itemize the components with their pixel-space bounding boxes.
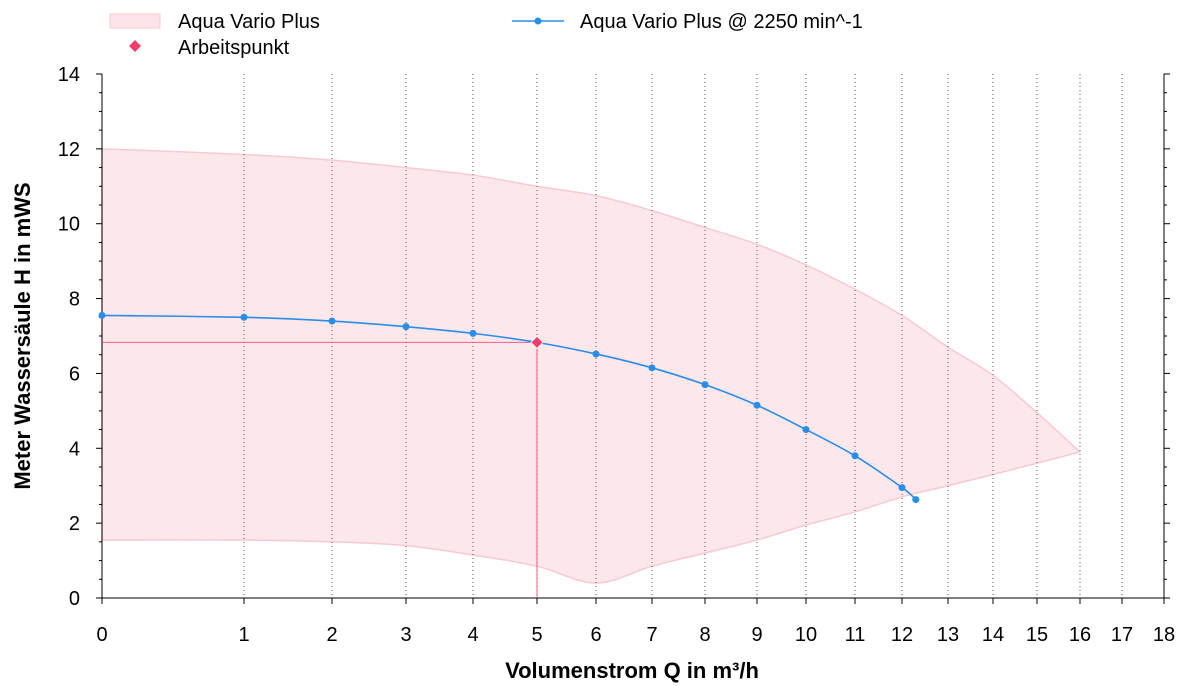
x-tick-label-9: 9 <box>751 624 762 646</box>
x-tick-label-2: 2 <box>326 624 337 646</box>
x-tick-label-1: 1 <box>238 624 249 646</box>
operating-point-marker <box>530 335 544 349</box>
pump-curve-point <box>469 329 477 337</box>
y-tick-label-8: 8 <box>69 289 80 311</box>
x-axis-title: Volumenstrom Q in m³/h <box>505 658 759 683</box>
x-tick-label-5: 5 <box>531 624 542 646</box>
legend-swatch-marker <box>129 40 141 52</box>
x-tick-label-17: 17 <box>1111 624 1133 646</box>
x-tick-label-3: 3 <box>400 624 411 646</box>
x-tick-label-14: 14 <box>982 624 1004 646</box>
x-tick-label-8: 8 <box>699 624 710 646</box>
legend-swatch-band <box>109 13 161 29</box>
pump-curve-point <box>851 452 859 460</box>
pump-curve-point <box>98 311 106 319</box>
pump-curve-point <box>753 401 761 409</box>
legend-label-operating-point: Arbeitspunkt <box>178 37 290 59</box>
y-axis-title: Meter Wassersäule H in mWS <box>10 182 35 489</box>
x-tick-label-6: 6 <box>590 624 601 646</box>
legend: Aqua Vario Plus Aqua Vario Plus @ 2250 mi… <box>109 11 863 59</box>
x-tick-label-0: 0 <box>96 624 107 646</box>
pump-curve-point <box>328 317 336 325</box>
x-tick-label-4: 4 <box>467 624 478 646</box>
x-tick-label-16: 16 <box>1069 624 1091 646</box>
pump-curve-point <box>802 426 810 434</box>
operating-point-reference-lines <box>102 341 538 598</box>
pump-curve-point <box>240 313 248 321</box>
y-tick-label-12: 12 <box>58 139 80 161</box>
y-tick-label-10: 10 <box>58 214 80 236</box>
y-tick-label-2: 2 <box>69 513 80 535</box>
x-tick-label-18: 18 <box>1153 624 1175 646</box>
y-tick-label-4: 4 <box>69 438 80 460</box>
legend-label-line: Aqua Vario Plus @ 2250 min^-1 <box>580 11 863 33</box>
grid-layer <box>243 74 1123 598</box>
pump-curve-point <box>701 381 709 389</box>
operating-range-band <box>101 148 1082 584</box>
y-tick-label-14: 14 <box>58 64 80 86</box>
pump-curve-point <box>648 364 656 372</box>
operating-point-layer <box>530 335 544 349</box>
x-tick-label-11: 11 <box>845 624 866 646</box>
y-tick-label-6: 6 <box>69 363 80 385</box>
x-tick-label-7: 7 <box>646 624 657 646</box>
pump-curve-point <box>402 323 410 331</box>
pump-curve-point <box>592 350 600 358</box>
x-tick-label-13: 13 <box>937 624 959 646</box>
pump-curve-point <box>912 496 920 504</box>
x-tick-label-10: 10 <box>795 624 817 646</box>
pump-curve-point <box>898 484 906 492</box>
y-tick-label-0: 0 <box>69 588 80 610</box>
legend-swatch-line-dot <box>534 17 542 25</box>
legend-label-band: Aqua Vario Plus <box>178 11 320 33</box>
x-tick-label-15: 15 <box>1026 624 1048 646</box>
x-tick-label-12: 12 <box>891 624 913 646</box>
band-layer <box>101 148 1082 584</box>
